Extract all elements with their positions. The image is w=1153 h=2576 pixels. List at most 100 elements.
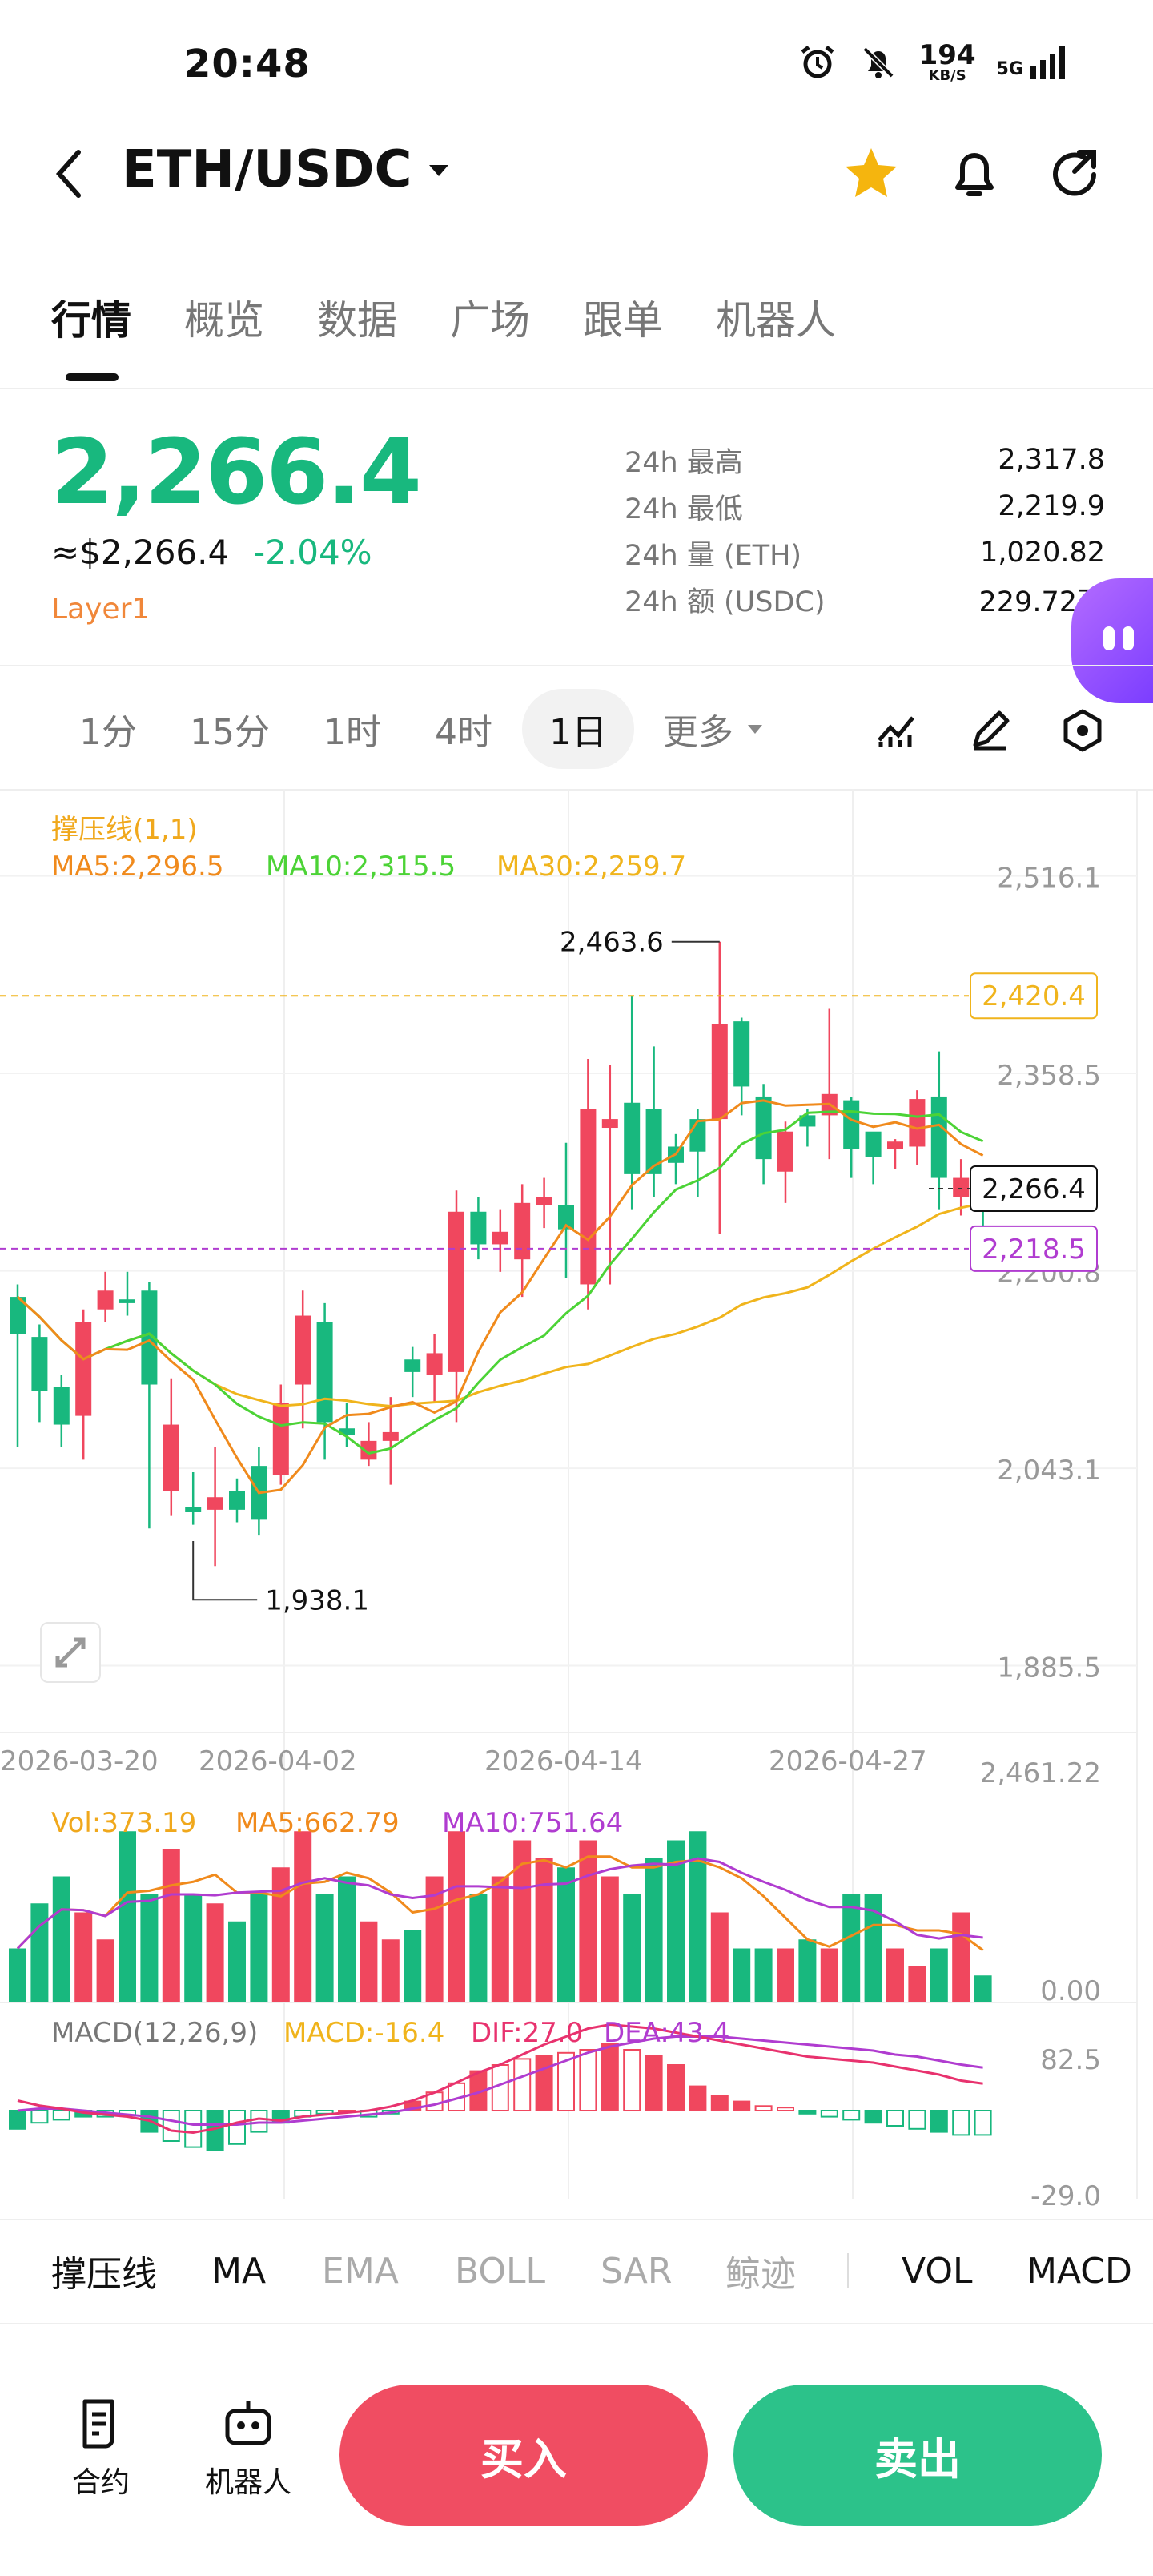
tf-15m[interactable]: 15分 <box>190 712 270 753</box>
bell-icon[interactable] <box>946 143 1002 203</box>
ind-sr[interactable]: 撑压线 <box>51 2254 157 2295</box>
pair-selector[interactable]: ETH/USDC <box>122 140 455 199</box>
volume-bar <box>381 1939 400 2002</box>
candle-body <box>316 1322 333 1423</box>
volume-bar <box>162 1849 180 2002</box>
candle-body <box>31 1337 48 1391</box>
volume-bar <box>623 1894 641 2002</box>
volume-bar <box>513 1840 532 2002</box>
indicators-divider <box>0 2219 1153 2220</box>
timeframe-bar: 1分 15分 1时 4时 1日 更多 <box>0 689 1153 769</box>
chevron-down-icon <box>429 165 449 176</box>
high-marker-text: 2,463.6 <box>560 927 664 959</box>
tf-more[interactable]: 更多 <box>655 689 775 769</box>
category-tag[interactable]: Layer1 <box>51 593 151 626</box>
volume-bar <box>886 1948 904 2002</box>
buy-button[interactable]: 买入 <box>339 2385 708 2526</box>
status-time: 20:48 <box>184 42 311 87</box>
ind-vol[interactable]: VOL <box>902 2250 973 2292</box>
tf-4h[interactable]: 4时 <box>435 712 492 753</box>
volume-bar <box>689 1831 707 2002</box>
tab-data[interactable]: 数据 <box>317 297 397 344</box>
tab-copy-trading[interactable]: 跟单 <box>583 297 663 344</box>
sell-button[interactable]: 卖出 <box>733 2385 1102 2526</box>
fullscreen-button[interactable] <box>40 1622 101 1683</box>
volume-bar <box>974 1975 992 2002</box>
alarm-icon <box>801 46 834 78</box>
candle-body <box>558 1205 574 1230</box>
candle-body <box>295 1315 311 1385</box>
macd-bar <box>9 2110 26 2130</box>
candle-body <box>141 1290 158 1385</box>
bot-button[interactable]: 机器人 <box>205 2395 291 2501</box>
macd-bar <box>513 2058 532 2112</box>
tab-square[interactable]: 广场 <box>450 297 530 344</box>
volume-bar <box>820 1948 838 2002</box>
star-icon[interactable] <box>842 144 900 202</box>
tab-bots[interactable]: 机器人 <box>716 297 836 344</box>
candle-body <box>777 1131 793 1172</box>
pair-title: ETH/USDC <box>122 140 412 199</box>
x-tick-label: 2026-04-14 <box>484 1745 643 1777</box>
candle-body <box>360 1440 377 1460</box>
robot-icon <box>225 2401 271 2445</box>
tab-overview[interactable]: 概览 <box>184 297 264 344</box>
tf-1d[interactable]: 1日 <box>522 689 634 769</box>
volume-bar <box>908 1966 926 2002</box>
bottom-divider <box>0 2323 1153 2324</box>
vol-ma5-label: MA5:662.79 <box>235 1807 400 1839</box>
macd-min-label: -29.0 <box>1030 2180 1101 2212</box>
x-tick-label: 2026-04-27 <box>769 1745 927 1777</box>
macd-bar <box>798 2110 817 2115</box>
volume-bar <box>184 1894 203 2002</box>
volume-bar <box>404 1930 422 2002</box>
ind-sar[interactable]: SAR <box>601 2250 673 2292</box>
contract-button[interactable]: 合约 <box>72 2395 130 2501</box>
volume-bar <box>601 1876 619 2002</box>
volume-bar <box>535 1858 553 2002</box>
candle-body <box>733 1021 750 1087</box>
volume-bar <box>930 1948 948 2002</box>
volume-bar <box>9 1948 26 2002</box>
tabs-divider <box>0 388 1153 389</box>
macd-bar <box>710 2095 729 2111</box>
candle-body <box>404 1359 421 1372</box>
ma-lines <box>16 1099 984 1495</box>
candle-body <box>229 1491 245 1510</box>
y-tick-label: 2,516.1 <box>997 863 1101 895</box>
candlestick-chart[interactable]: 2,516.12,358.52,200.82,043.11,885.52026-… <box>0 789 1153 2231</box>
back-icon[interactable] <box>50 146 90 202</box>
mute-bell-icon <box>862 46 894 78</box>
last-price: 2,266.4 <box>51 421 422 525</box>
chevron-down-icon <box>748 725 762 734</box>
ma5-line <box>16 1099 984 1495</box>
tab-market[interactable]: 行情 <box>51 288 131 381</box>
ind-ema[interactable]: EMA <box>322 2250 399 2292</box>
resistance-label-text: 2,420.4 <box>982 980 1086 1012</box>
ind-whale[interactable]: 鲸迹 <box>725 2254 796 2295</box>
contract-icon <box>82 2399 114 2449</box>
share-icon[interactable] <box>1047 144 1105 202</box>
ind-ma[interactable]: MA <box>211 2250 267 2292</box>
support-label-text: 2,218.5 <box>982 1234 1086 1266</box>
candle-body <box>755 1096 772 1160</box>
assistant-bubble[interactable] <box>1071 578 1153 703</box>
stat-turnover: 24h 额 (USDC) 229.72万 <box>625 586 1105 618</box>
volume-bar <box>448 1831 465 2002</box>
candle-body <box>865 1131 882 1157</box>
tf-1m[interactable]: 1分 <box>79 712 137 753</box>
current-price-label-box <box>970 1165 1098 1213</box>
volume-bar <box>557 1867 575 2002</box>
ind-boll[interactable]: BOLL <box>455 2250 546 2292</box>
tf-1h[interactable]: 1时 <box>323 712 381 753</box>
macd-bar <box>886 2110 904 2127</box>
settings-hex-icon[interactable] <box>1059 706 1107 755</box>
volume-bar <box>206 1903 224 2002</box>
candle-body <box>163 1424 179 1491</box>
chart-top-divider <box>0 789 1153 791</box>
indicator-icon[interactable] <box>874 708 919 753</box>
volume-bar <box>733 1948 751 2002</box>
draw-pen-icon[interactable] <box>967 708 1012 753</box>
ind-macd[interactable]: MACD <box>1026 2250 1132 2292</box>
macd-bar <box>754 2105 773 2112</box>
